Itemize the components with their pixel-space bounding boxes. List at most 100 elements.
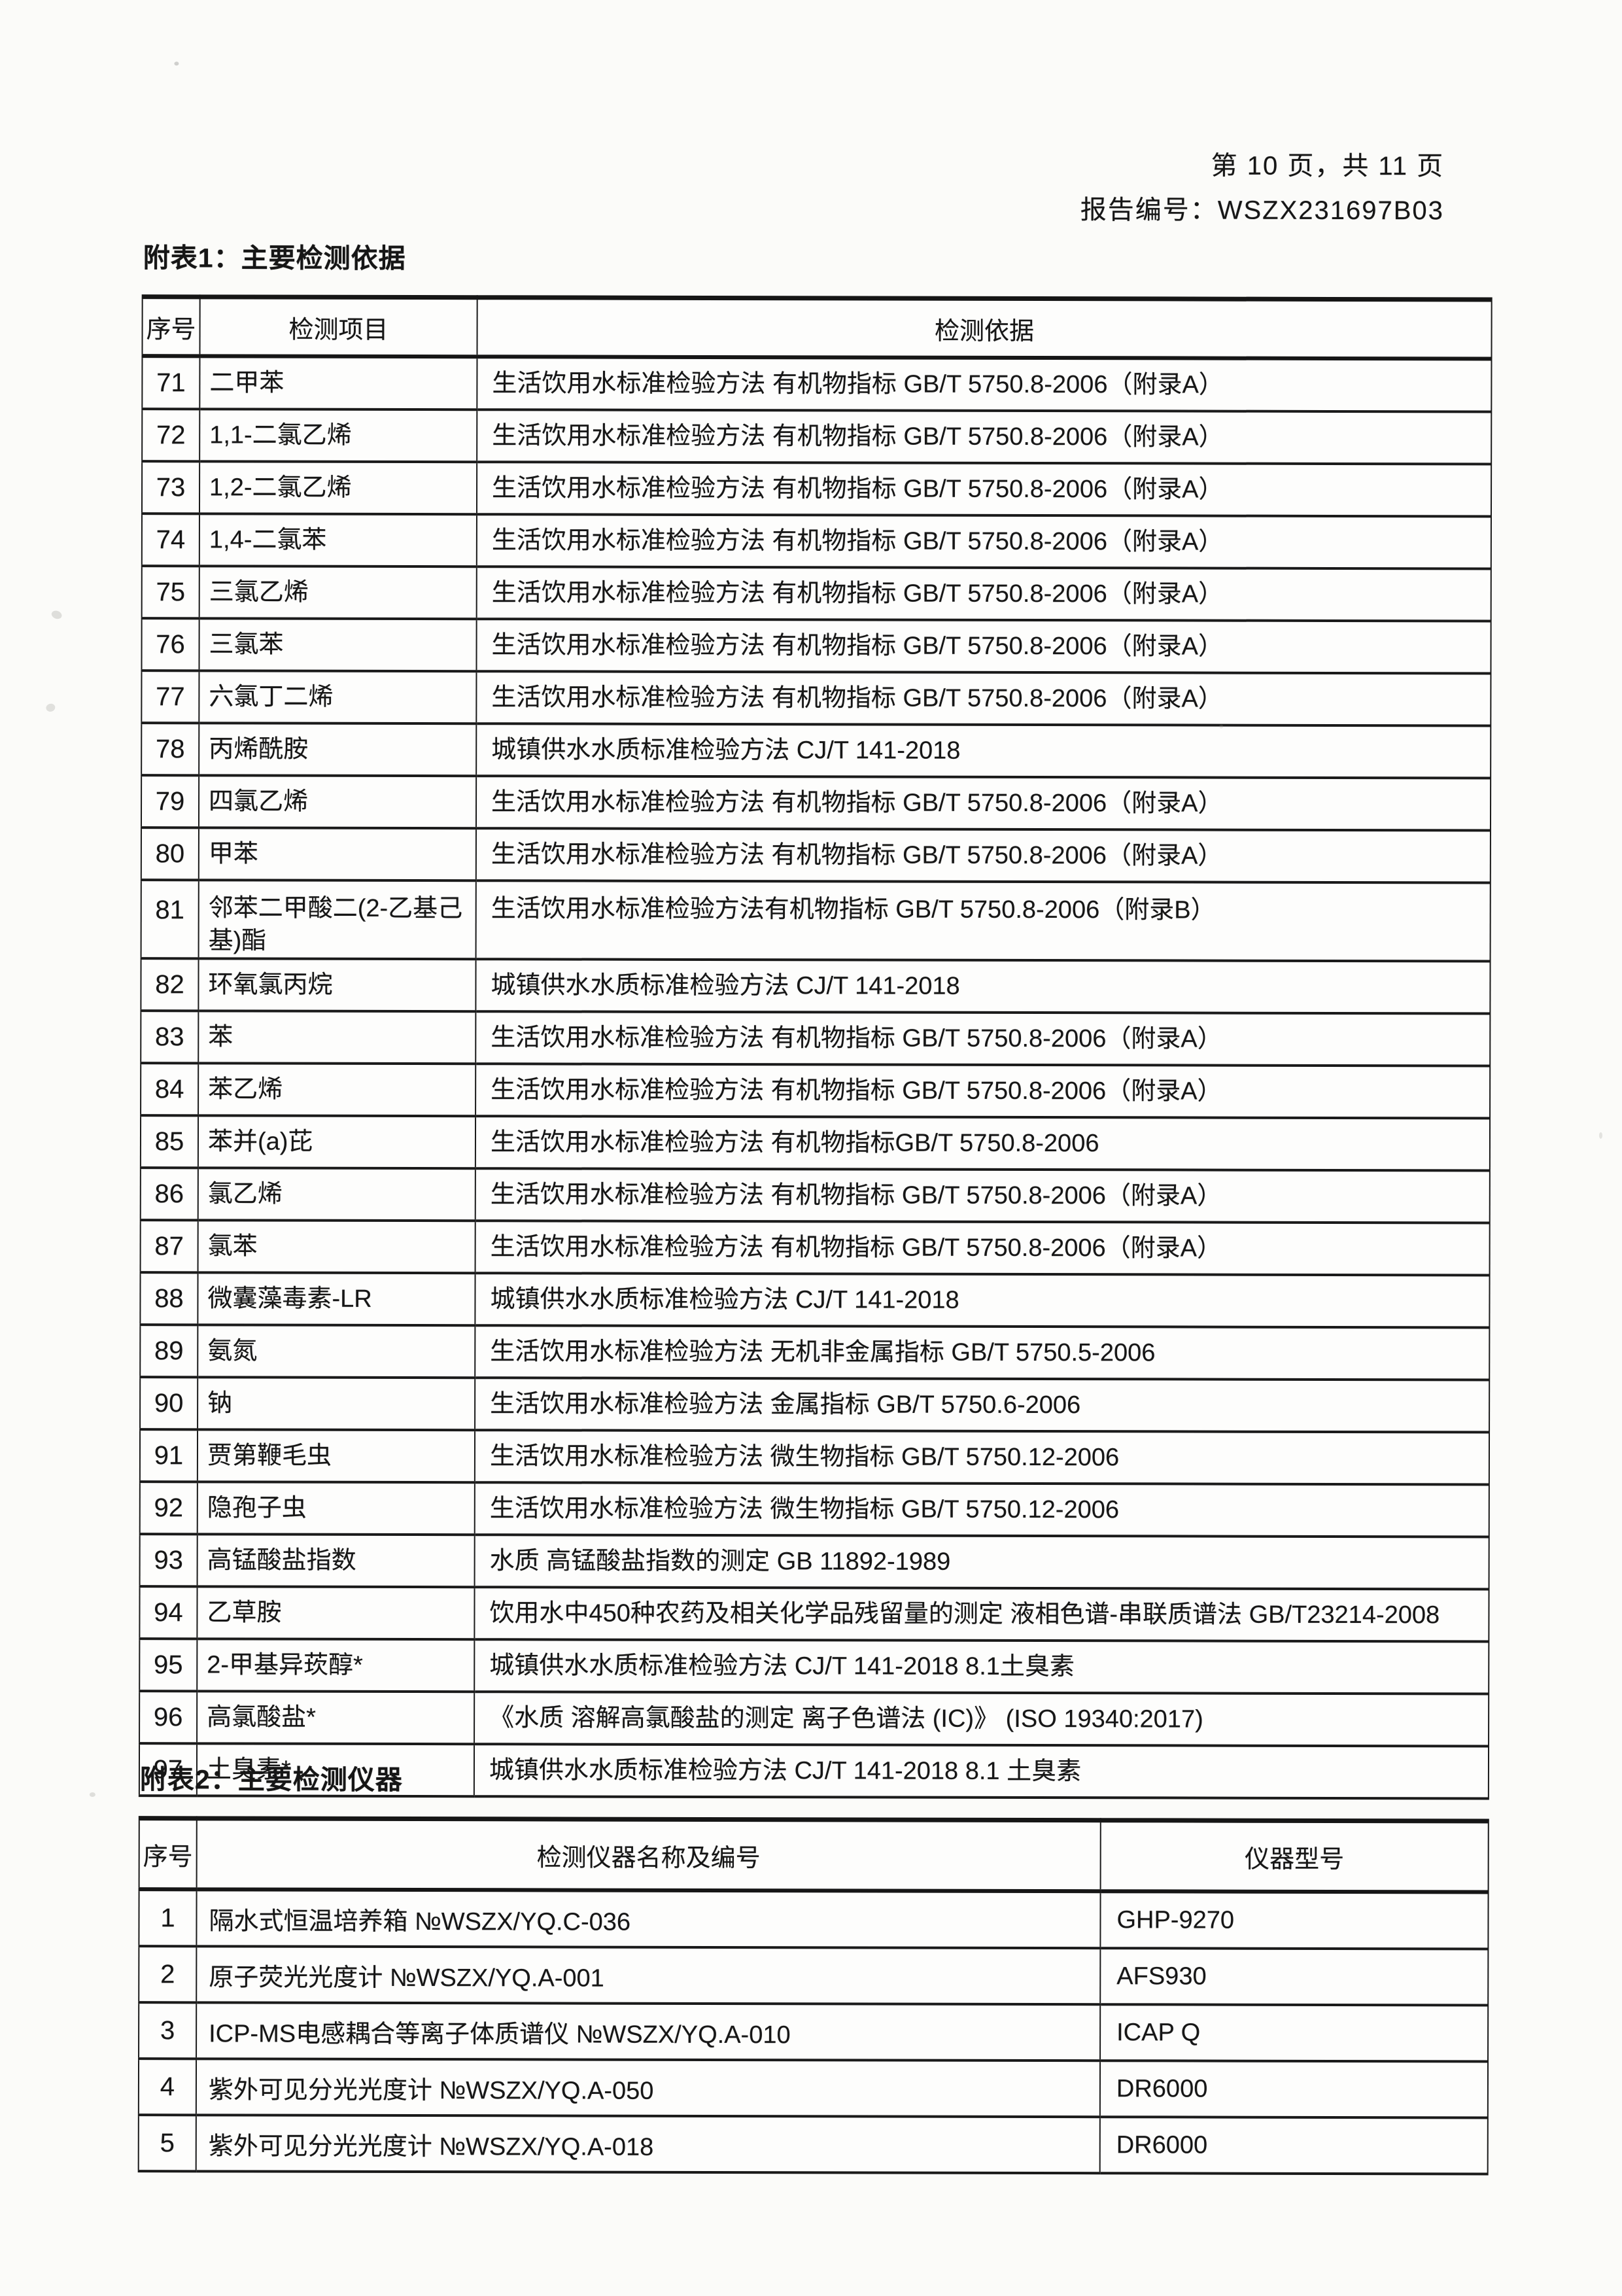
table-row: 73 1,2-二氯乙烯 生活饮用水标准检验方法 有机物指标 GB/T 5750.8-… <box>141 461 1492 517</box>
basis-cell: 生活饮用水标准检验方法 无机非金属指标 GB/T 5750.5-2006 <box>475 1325 1490 1380</box>
table-row: 81 邻苯二甲酸二(2-乙基己基)酯 生活饮用水标准检验方法有机物指标 GB/T 5… <box>141 880 1491 962</box>
row-no: 89 <box>140 1325 198 1378</box>
header-basis: 检测依据 <box>477 297 1492 359</box>
table-row: 96 高氯酸盐* 《水质 溶解高氯酸盐的测定 离子色谱法 (IC)》 (ISO 19… <box>139 1691 1489 1747</box>
row-no: 87 <box>140 1220 198 1273</box>
item-cell: 苯 <box>198 1011 476 1064</box>
item-cell: 高氯酸盐* <box>197 1691 475 1745</box>
item-cell: 微囊藻毒素-LR <box>198 1272 475 1326</box>
table-header-row: 序号 检测仪器名称及编号 仪器型号 <box>139 1818 1489 1892</box>
appendix-1-section: 附表1：主要检测依据 序号 检测项目 检测依据 71 二甲苯 生活饮用水标准检验方法… <box>138 235 1493 1800</box>
item-cell: 苯乙烯 <box>198 1063 476 1117</box>
table-row: 90 钠生活饮用水标准检验方法 金属指标 GB/T 5750.6-2006 <box>140 1377 1490 1433</box>
item-cell: 贾第鞭毛虫 <box>197 1429 475 1483</box>
item-cell: 六氯丁二烯 <box>199 670 477 724</box>
table-row: 87 氯苯 生活饮用水标准检验方法 有机物指标 GB/T 5750.8-2006（附… <box>140 1220 1490 1276</box>
instrument-name-cell: 隔水式恒温培养箱 №WSZX/YQ.C-036 <box>196 1889 1101 1949</box>
table-row: 89 氨氮 生活饮用水标准检验方法 无机非金属指标 GB/T 5750.5-2006 <box>140 1325 1490 1380</box>
row-no: 79 <box>141 775 199 828</box>
scan-speck <box>1598 1132 1603 1139</box>
item-cell: 钠 <box>198 1377 475 1431</box>
basis-cell: 城镇供水水质标准检验方法 CJ/T 141-2018 <box>475 1273 1490 1328</box>
item-cell: 三氯苯 <box>199 618 477 672</box>
instrument-table: 序号 检测仪器名称及编号 仪器型号 1 隔水式恒温培养箱 №WSZX/YQ.C-0… <box>137 1816 1489 2176</box>
model-cell: AFS930 <box>1100 1948 1489 2006</box>
item-cell: 三氯乙烯 <box>199 566 477 619</box>
basis-cell: 城镇供水水质标准检验方法 CJ/T 141-2018 <box>476 723 1491 778</box>
scan-speck <box>50 609 63 621</box>
header-model: 仪器型号 <box>1100 1820 1489 1892</box>
row-no: 78 <box>141 723 199 776</box>
row-no: 72 <box>142 409 200 462</box>
header-instrument-name: 检测仪器名称及编号 <box>196 1818 1101 1892</box>
basis-cell: 生活饮用水标准检验方法 有机物指标 GB/T 5750.8-2006（附录A） <box>477 409 1492 464</box>
instrument-name-cell: 紫外可见分光光度计 №WSZX/YQ.A-018 <box>196 2115 1100 2174</box>
basis-cell: 生活饮用水标准检验方法 微生物指标 GB/T 5750.12-2006 <box>474 1482 1489 1537</box>
item-cell: 氯苯 <box>198 1220 475 1274</box>
row-no: 91 <box>139 1429 198 1482</box>
model-cell: DR6000 <box>1099 2061 1489 2118</box>
row-no: 86 <box>140 1168 198 1221</box>
basis-cell: 城镇供水水质标准检验方法 CJ/T 141-2018 8.1土臭素 <box>474 1639 1489 1694</box>
table-row: 75 三氯乙烯 生活饮用水标准检验方法 有机物指标 GB/T 5750.8-2006… <box>141 566 1491 621</box>
row-no: 3 <box>139 2002 197 2059</box>
table-row: 2 原子荧光光度计 №WSZX/YQ.A-001 AFS930 <box>139 1946 1489 2006</box>
table-row: 86 氯乙烯 生活饮用水标准检验方法 有机物指标 GB/T 5750.8-2006（… <box>140 1168 1490 1223</box>
scan-speck <box>45 703 56 713</box>
scan-speck <box>1219 724 1224 729</box>
basis-cell: 生活饮用水标准检验方法 有机物指标GB/T 5750.8-2006 <box>475 1116 1491 1171</box>
table-row: 77 六氯丁二烯 生活饮用水标准检验方法 有机物指标 GB/T 5750.8-200… <box>141 670 1491 726</box>
item-cell: 氯乙烯 <box>198 1168 475 1221</box>
table-row: 72 1,1-二氯乙烯 生活饮用水标准检验方法 有机物指标 GB/T 5750.8-… <box>142 409 1492 464</box>
item-cell: 丙烯酰胺 <box>199 723 477 776</box>
row-no: 2 <box>139 1946 197 2003</box>
table-row: 88 微囊藻毒素-LR 城镇供水水质标准检验方法 CJ/T 141-2018 <box>140 1272 1490 1328</box>
table-row: 1 隔水式恒温培养箱 №WSZX/YQ.C-036 GHP-9270 <box>139 1889 1489 1949</box>
page-number-line: 第 10 页，共 11 页 <box>1211 151 1445 181</box>
table-row: 4 紫外可见分光光度计 №WSZX/YQ.A-050 DR6000 <box>138 2059 1489 2118</box>
table-row: 95 2-甲基异莰醇* 城镇供水水质标准检验方法 CJ/T 141-2018 8.1… <box>139 1639 1489 1694</box>
report-number-line: 报告编号：WSZX231697B03 <box>1080 196 1445 226</box>
basis-cell: 生活饮用水标准检验方法 有机物指标 GB/T 5750.8-2006（附录A） <box>476 514 1491 569</box>
item-cell: 邻苯二甲酸二(2-乙基己基)酯 <box>198 880 476 960</box>
item-cell: 甲苯 <box>198 827 476 881</box>
model-cell: DR6000 <box>1099 2117 1488 2174</box>
row-no: 84 <box>141 1063 199 1116</box>
table-row: 82 环氧氯丙烷 城镇供水水质标准检验方法 CJ/T 141-2018 <box>141 958 1491 1014</box>
row-no: 80 <box>141 827 199 880</box>
model-cell: GHP-9270 <box>1100 1891 1489 1949</box>
model-cell: ICAP Q <box>1100 2004 1489 2062</box>
header-no: 序号 <box>142 296 200 357</box>
row-no: 93 <box>139 1534 198 1587</box>
basis-cell: 生活饮用水标准检验方法有机物指标 GB/T 5750.8-2006（附录B） <box>475 880 1491 962</box>
basis-cell: 《水质 溶解高氯酸盐的测定 离子色谱法 (IC)》 (ISO 19340:201… <box>474 1692 1489 1747</box>
table-row: 76 三氯苯 生活饮用水标准检验方法 有机物指标 GB/T 5750.8-2006（… <box>141 618 1491 674</box>
row-no: 96 <box>139 1691 198 1744</box>
page-meta: 第 10 页，共 11 页 报告编号：WSZX231697B03 <box>1080 143 1444 233</box>
basis-cell: 生活饮用水标准检验方法 有机物指标 GB/T 5750.8-2006（附录A） <box>476 462 1492 517</box>
row-no: 90 <box>140 1377 198 1430</box>
table-row: 92 隐孢子虫 生活饮用水标准检验方法 微生物指标 GB/T 5750.12-200… <box>139 1482 1489 1537</box>
appendix-2-section: 附表2：主要检测仪器 序号 检测仪器名称及编号 仪器型号 1 隔水式恒温培养箱 №… <box>137 1757 1489 2176</box>
table-row: 74 1,4-二氯苯 生活饮用水标准检验方法 有机物指标 GB/T 5750.8-2… <box>141 513 1491 569</box>
basis-cell: 生活饮用水标准检验方法 有机物指标 GB/T 5750.8-2006（附录A） <box>475 828 1491 883</box>
table-row: 83 苯生活饮用水标准检验方法 有机物指标 GB/T 5750.8-2006（附录… <box>141 1011 1491 1066</box>
row-no: 92 <box>139 1482 198 1535</box>
row-no: 1 <box>139 1889 197 1947</box>
basis-cell: 生活饮用水标准检验方法 有机物指标 GB/T 5750.8-2006（附录A） <box>476 619 1491 674</box>
basis-cell: 生活饮用水标准检验方法 有机物指标 GB/T 5750.8-2006（附录A） <box>475 1064 1491 1119</box>
basis-cell: 水质 高锰酸盐指数的测定 GB 11892-1989 <box>474 1535 1489 1590</box>
basis-cell: 生活饮用水标准检验方法 金属指标 GB/T 5750.6-2006 <box>475 1378 1490 1433</box>
item-cell: 2-甲基异莰醇* <box>197 1639 475 1692</box>
test-basis-table: 序号 检测项目 检测依据 71 二甲苯 生活饮用水标准检验方法 有机物指标 GB/T… <box>138 294 1493 1800</box>
row-no: 73 <box>141 461 200 514</box>
table-row: 84 苯乙烯 生活饮用水标准检验方法 有机物指标 GB/T 5750.8-2006（… <box>141 1063 1491 1119</box>
basis-cell: 生活饮用水标准检验方法 有机物指标 GB/T 5750.8-2006（附录A） <box>475 1168 1490 1223</box>
row-no: 74 <box>141 513 199 566</box>
appendix-1-title: 附表1：主要检测依据 <box>143 243 406 273</box>
row-no: 82 <box>141 958 199 1011</box>
basis-cell: 生活饮用水标准检验方法 有机物指标 GB/T 5750.8-2006（附录A） <box>475 776 1491 831</box>
instrument-name-cell: ICP-MS电感耦合等离子体质谱仪 №WSZX/YQ.A-010 <box>196 2002 1101 2061</box>
item-cell: 环氧氯丙烷 <box>198 958 476 1012</box>
